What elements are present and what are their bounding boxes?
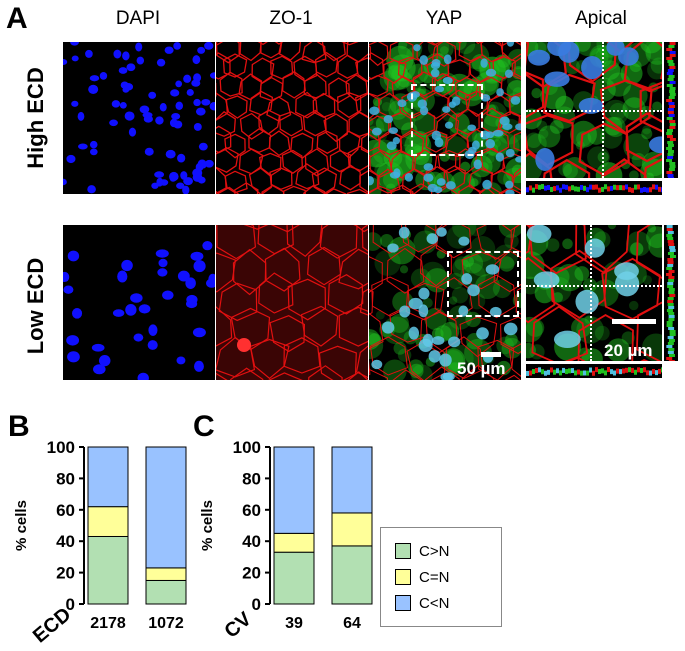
- y-tick-label: 80: [242, 469, 261, 488]
- column-header-apical: Apical: [526, 8, 676, 30]
- nuclei-pattern: [63, 42, 215, 194]
- x-category-label: 2178: [90, 615, 126, 632]
- nuclei-pattern: [63, 241, 215, 380]
- y-axis-label: % cells: [13, 500, 30, 551]
- bar-segment-cltn: [332, 447, 372, 513]
- panel-a-letter: A: [6, 4, 28, 34]
- y-tick-label: 60: [56, 501, 75, 520]
- y-tick-label: 100: [233, 438, 261, 457]
- bar-segment-cgtn: [88, 536, 128, 604]
- micrograph-low-ecd-dapi: [63, 225, 215, 380]
- legend-item: C<N: [395, 594, 449, 612]
- row-label-high-ecd: High ECD: [23, 48, 49, 188]
- y-tick-label: 40: [56, 532, 75, 551]
- scale-bar-50um: [481, 352, 501, 357]
- micrograph-high-ecd-yap: [369, 42, 521, 194]
- bar-segment-cgtn: [146, 580, 186, 604]
- y-tick-label: 80: [56, 469, 75, 488]
- legend-item: C=N: [395, 568, 449, 586]
- y-tick-label: 20: [242, 564, 261, 583]
- x-category-label: 1072: [148, 615, 184, 632]
- orthogonal-view-xz-high: [526, 181, 662, 195]
- legend-swatch: [395, 595, 411, 611]
- zoom-region-box: [447, 251, 519, 317]
- crosshair-horizontal: [526, 285, 662, 287]
- crosshair-vertical: [602, 42, 604, 178]
- legend-label: C<N: [419, 595, 449, 612]
- y-tick-label: 40: [242, 532, 261, 551]
- orthogonal-view-yz-high: [664, 42, 678, 178]
- orthogonal-view-yz-low: [664, 225, 678, 361]
- y-tick-label: 60: [242, 501, 261, 520]
- bar-segment-cgtn: [332, 546, 372, 604]
- bar-segment-ceqn: [88, 507, 128, 537]
- y-axis-label: % cells: [199, 500, 216, 551]
- bar-segment-cltn: [146, 447, 186, 568]
- y-tick-label: 0: [252, 595, 261, 614]
- bar-segment-ceqn: [332, 513, 372, 546]
- crosshair-horizontal: [526, 110, 662, 112]
- zoom-region-box: [411, 84, 483, 156]
- bar-segment-cgtn: [274, 552, 314, 604]
- micrograph-low-ecd-zo1: [216, 225, 368, 380]
- x-category-label: 64: [343, 615, 361, 632]
- legend-item: C>N: [395, 542, 449, 560]
- column-header-yap: YAP: [369, 8, 519, 30]
- micrograph-high-ecd-dapi: [63, 42, 215, 194]
- y-tick-label: 100: [47, 438, 75, 457]
- legend-label: C=N: [419, 569, 449, 586]
- orthogonal-view-xz-low: [526, 364, 662, 378]
- scale-bar-20um: [612, 319, 656, 324]
- bar-segment-cltn: [274, 447, 314, 533]
- micrograph-low-ecd-apical: 20 µm: [526, 225, 662, 361]
- x-category-label: 39: [285, 615, 303, 632]
- row-label-low-ecd: Low ECD: [23, 236, 49, 376]
- crosshair-vertical: [590, 225, 592, 361]
- bar-segment-cltn: [88, 447, 128, 507]
- bar-segment-ceqn: [274, 533, 314, 552]
- column-header-dapi: DAPI: [63, 8, 213, 30]
- micrograph-low-ecd-yap: 50 µm: [369, 225, 521, 380]
- cell-border-pattern: [216, 42, 368, 194]
- legend-label: C>N: [419, 543, 449, 560]
- micrograph-high-ecd-zo1: [216, 42, 368, 194]
- bar-segment-ceqn: [146, 568, 186, 581]
- scale-label-20um: 20 µm: [604, 341, 653, 361]
- micrograph-high-ecd-apical: [526, 42, 662, 178]
- column-header-zo1: ZO-1: [216, 8, 366, 30]
- y-tick-label: 20: [56, 564, 75, 583]
- legend-swatch: [395, 569, 411, 585]
- chart-legend: C>N C=N C<N: [380, 527, 502, 627]
- scale-label-50um: 50 µm: [457, 359, 506, 379]
- legend-swatch: [395, 543, 411, 559]
